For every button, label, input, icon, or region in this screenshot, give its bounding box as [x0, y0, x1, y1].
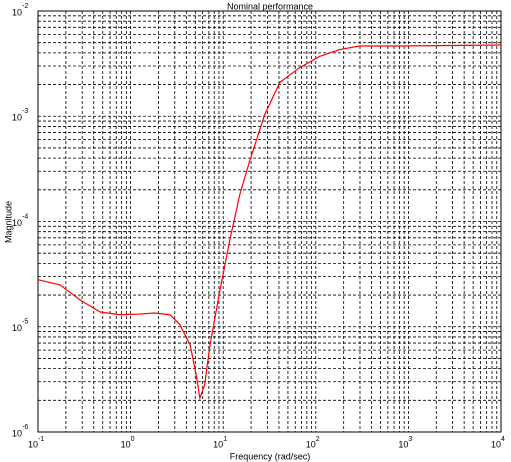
y-tick-exponent: -5: [22, 319, 28, 326]
x-tick-label: 10: [306, 439, 316, 449]
x-tick-exponent: 2: [316, 436, 320, 443]
x-tick-exponent: -1: [38, 436, 44, 443]
y-tick-label: 10: [12, 218, 22, 228]
y-tick-exponent: -3: [22, 108, 28, 115]
x-tick-label: 10: [491, 439, 501, 449]
y-tick-label: 10: [12, 113, 22, 123]
x-tick-exponent: 0: [131, 436, 135, 443]
x-tick-label: 10: [121, 439, 131, 449]
x-tick-exponent: 4: [501, 436, 505, 443]
x-tick-label: 10: [28, 439, 38, 449]
y-tick-label: 10: [12, 428, 22, 438]
x-tick-exponent: 3: [408, 436, 412, 443]
y-tick-exponent: -4: [22, 213, 28, 220]
x-tick-label: 10: [398, 439, 408, 449]
y-tick-label: 10: [12, 323, 22, 333]
plot-frame: [37, 10, 502, 433]
y-tick-label: 10: [12, 7, 22, 17]
chart-title: Nominal performance: [227, 1, 313, 11]
y-axis-label: Magnitude: [3, 201, 13, 243]
y-tick-exponent: -2: [22, 3, 28, 10]
data-line: [37, 44, 502, 401]
y-tick-exponent: -6: [22, 424, 28, 431]
x-axis-label: Frequency (rad/sec): [230, 451, 311, 461]
x-tick-exponent: 1: [223, 436, 227, 443]
x-tick-label: 10: [213, 439, 223, 449]
